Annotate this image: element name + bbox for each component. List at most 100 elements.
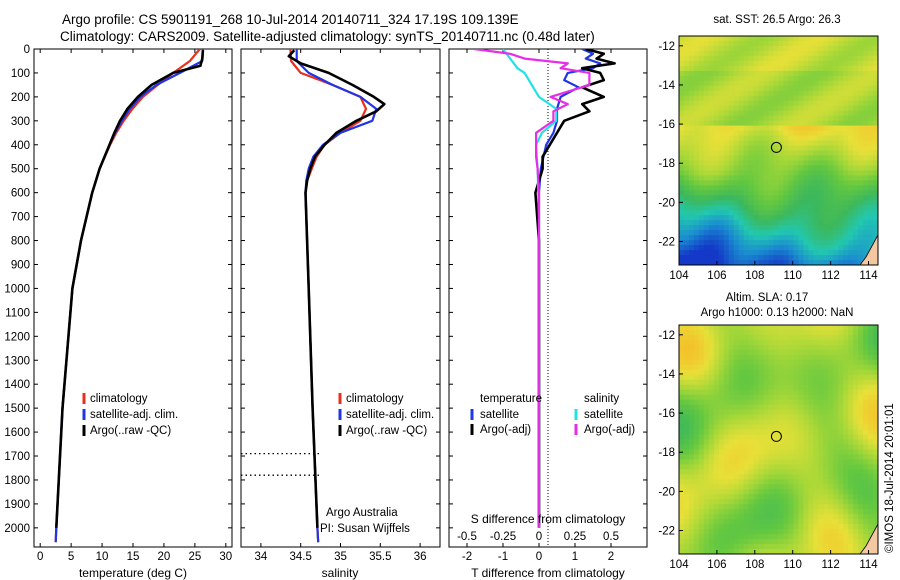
heatmap-cell [688, 110, 695, 117]
heatmap-cell [713, 339, 720, 346]
heatmap-cell [798, 414, 804, 420]
heatmap-cell [838, 170, 844, 176]
heatmap-cell [693, 449, 700, 455]
heatmap-cell [753, 364, 760, 371]
heatmap-cell [679, 190, 685, 196]
heatmap-cell [679, 50, 685, 57]
heatmap-cell [853, 70, 859, 77]
heatmap-cell [768, 120, 774, 127]
heatmap-cell [778, 110, 784, 117]
heatmap-cell [713, 499, 720, 505]
heatmap-cell [858, 55, 864, 62]
heatmap-cell [768, 110, 774, 117]
heatmap-cell [783, 50, 789, 57]
heatmap-cell [818, 50, 824, 57]
heatmap-cell [793, 60, 799, 67]
heatmap-cell [708, 36, 715, 42]
heatmap-cell [758, 260, 764, 266]
heatmap-cell [848, 439, 854, 445]
heatmap-cell [718, 170, 725, 176]
heatmap-cell [818, 489, 824, 495]
heatmap-cell [768, 235, 774, 241]
heatmap-cell [858, 60, 864, 67]
heatmap-cell [828, 50, 834, 57]
heatmap-cell [753, 195, 760, 201]
heatmap-cell [778, 100, 784, 107]
heatmap-cell [693, 145, 700, 151]
heatmap-cell [683, 150, 690, 156]
heatmap-cell [868, 170, 874, 176]
heatmap-cell [748, 105, 755, 112]
heatmap-cell [703, 180, 710, 186]
heatmap-cell [843, 145, 849, 151]
heatmap-cell [863, 190, 869, 196]
heatmap-cell [693, 494, 700, 500]
heatmap-cell [818, 394, 824, 401]
heatmap-cell [783, 160, 789, 166]
heatmap-cell [783, 90, 789, 97]
heatmap-cell [873, 60, 879, 67]
heatmap-cell [753, 444, 760, 450]
heatmap-cell [688, 45, 695, 52]
heatmap-cell [863, 90, 869, 97]
heatmap-cell [843, 200, 849, 206]
heatmap-cell [758, 195, 764, 201]
heatmap-cell [803, 394, 809, 401]
heatmap-cell [783, 170, 789, 176]
heatmap-cell [758, 519, 764, 525]
heatmap-cell [698, 499, 705, 505]
heatmap-cell [748, 65, 755, 72]
heatmap-cell [803, 245, 809, 251]
heatmap-cell [753, 509, 760, 515]
heatmap-cell [858, 359, 864, 366]
heatmap-cell [793, 85, 799, 92]
heatmap-cell [738, 459, 745, 465]
heatmap-cell [683, 200, 690, 206]
heatmap-cell [703, 215, 710, 221]
heatmap-cell [843, 245, 849, 251]
heatmap-cell [713, 36, 720, 42]
heatmap-cell [783, 424, 789, 430]
heatmap-cell [838, 509, 844, 515]
heatmap-cell [723, 125, 730, 131]
heatmap-cell [708, 499, 715, 505]
heatmap-cell [823, 354, 829, 361]
heatmap-cell [708, 329, 715, 336]
heatmap-cell [788, 349, 794, 356]
heatmap-cell [838, 409, 844, 416]
heatmap-cell [833, 200, 839, 206]
heatmap-cell [733, 125, 740, 131]
heatmap-cell [808, 474, 814, 480]
heatmap-cell [783, 70, 789, 77]
heatmap-cell [803, 454, 809, 460]
heatmap-cell [783, 429, 789, 435]
heatmap-cell [808, 509, 814, 515]
heatmap-cell [738, 250, 745, 256]
heatmap-cell [873, 399, 879, 406]
heatmap-cell [679, 474, 685, 480]
heatmap-cell [718, 514, 725, 520]
heatmap-cell [868, 85, 874, 92]
heatmap-cell [763, 125, 769, 131]
heatmap-cell [768, 190, 774, 196]
heatmap-cell [848, 459, 854, 465]
heatmap-cell [853, 325, 859, 331]
heatmap-cell [753, 544, 760, 550]
heatmap-cell [758, 504, 764, 510]
heatmap-cell [873, 40, 879, 47]
heatmap-cell [773, 384, 779, 391]
heatmap-cell [848, 325, 854, 331]
heatmap-cell [753, 344, 760, 351]
heatmap-cell [798, 190, 804, 196]
heatmap-cell [828, 424, 834, 430]
heatmap-cell [728, 519, 735, 525]
heatmap-cell [748, 325, 755, 331]
heatmap-cell [698, 419, 705, 425]
heatmap-cell [863, 200, 869, 206]
heatmap-cell [748, 75, 755, 82]
heatmap-cell [828, 220, 834, 226]
heatmap-cell [803, 514, 809, 520]
heatmap-cell [818, 260, 824, 266]
heatmap-cell [808, 245, 814, 251]
argo-position-marker [770, 430, 782, 442]
